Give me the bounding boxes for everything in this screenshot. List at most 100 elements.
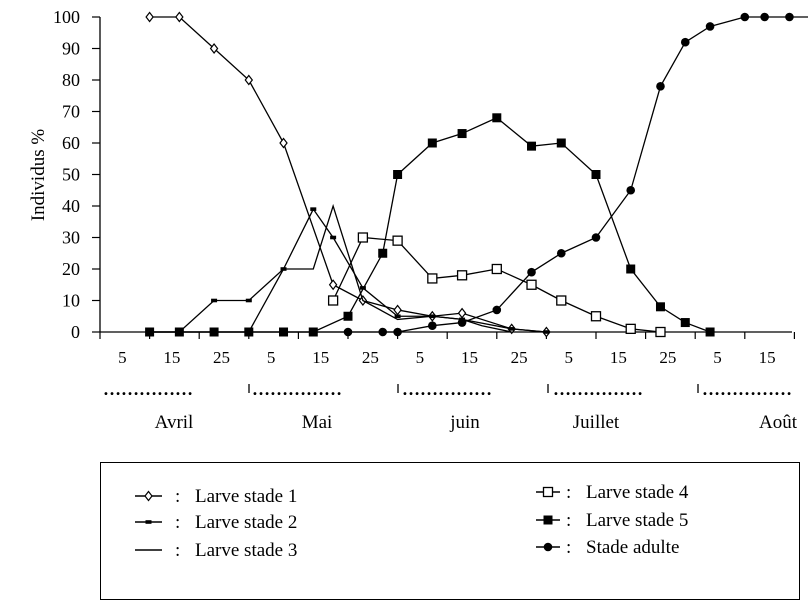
data-point	[590, 311, 602, 322]
month-separator: ……………	[103, 379, 193, 399]
axes	[99, 17, 792, 333]
data-point	[211, 298, 218, 303]
data-point	[457, 307, 467, 319]
data-point	[175, 327, 184, 337]
data-point	[175, 11, 184, 23]
data-point	[427, 273, 438, 284]
data-point	[492, 305, 502, 315]
data-point	[625, 323, 636, 335]
data-point	[244, 327, 254, 337]
data-point	[556, 248, 566, 258]
data-point	[656, 82, 665, 91]
month-label: Août	[759, 412, 798, 433]
y-axis-label: Individus %	[28, 129, 49, 222]
data-point	[145, 11, 154, 23]
month-label: Avril	[155, 412, 194, 433]
data-point	[591, 170, 601, 179]
y-tick-label: 60	[62, 133, 80, 153]
data-point	[393, 304, 402, 316]
y-tick-label: 80	[62, 70, 80, 90]
x-tick-label: 15	[610, 348, 627, 367]
x-tick-label: 25	[213, 348, 230, 367]
month-labels: …………… …………… …………… …………… …………… Avril Mai juin Jui…	[103, 379, 798, 433]
data-point	[392, 235, 403, 246]
data-point	[526, 279, 537, 290]
y-ticks: 0 10 20 30 40 50 60 70 80 90 100	[53, 7, 100, 342]
series-lines	[145, 11, 808, 338]
data-point	[378, 248, 388, 258]
y-tick-label: 20	[62, 259, 80, 279]
data-point	[359, 286, 366, 290]
data-point	[556, 138, 566, 148]
data-point	[209, 327, 219, 337]
data-point	[492, 113, 502, 123]
x-tick-label: 15	[461, 348, 478, 367]
series-5	[145, 113, 715, 337]
data-point	[308, 327, 318, 337]
data-point	[457, 318, 467, 327]
data-point	[279, 137, 288, 149]
month-label: Mai	[302, 412, 333, 433]
data-point	[556, 295, 567, 306]
month-label: Juillet	[573, 412, 620, 433]
month-separator: ……………	[553, 379, 643, 399]
y-tick-label: 0	[71, 322, 80, 342]
x-tick-label: 5	[713, 348, 722, 367]
data-point	[393, 327, 402, 337]
x-ticks: 5 15 25 5 15 25 5 15 25 5 15 25 5 15	[99, 332, 796, 367]
y-tick-label: 40	[62, 196, 80, 216]
legend	[100, 462, 800, 600]
data-point	[310, 207, 317, 211]
data-point	[491, 263, 502, 275]
data-point	[705, 22, 715, 31]
y-tick-label: 50	[62, 165, 80, 185]
data-point	[785, 12, 794, 22]
data-point	[427, 138, 437, 148]
data-point	[456, 270, 468, 281]
data-point	[330, 235, 337, 240]
x-tick-label: 25	[362, 348, 379, 367]
series-line	[149, 16, 547, 333]
data-point	[357, 232, 369, 243]
data-point	[591, 233, 601, 242]
y-tick-label: 70	[62, 102, 80, 122]
month-separator: ……………	[702, 379, 792, 399]
series-4	[327, 232, 666, 338]
data-point	[279, 327, 288, 337]
data-point	[245, 298, 252, 303]
series-1	[145, 11, 551, 338]
y-tick-label: 90	[62, 39, 80, 59]
month-separator: ……………	[252, 379, 342, 399]
x-tick-label: 15	[759, 348, 776, 367]
data-point	[393, 170, 403, 179]
month-label: juin	[449, 412, 480, 433]
data-point	[428, 321, 437, 331]
x-tick-label: 15	[163, 348, 180, 367]
x-tick-label: 25	[511, 348, 528, 367]
data-point	[343, 311, 353, 321]
data-point	[508, 327, 515, 331]
x-tick-label: 5	[118, 348, 127, 367]
data-point	[343, 327, 353, 337]
x-tick-label: 25	[659, 348, 676, 367]
y-tick-label: 100	[53, 7, 80, 27]
data-point	[527, 267, 536, 277]
x-tick-label: 5	[416, 348, 425, 367]
data-point	[655, 326, 666, 338]
data-point	[680, 318, 690, 328]
data-point	[680, 37, 690, 47]
data-point	[209, 43, 219, 54]
data-point	[705, 327, 715, 337]
y-tick-label: 30	[62, 228, 80, 248]
data-point	[457, 129, 467, 139]
data-point	[327, 295, 339, 306]
data-point	[760, 12, 769, 22]
data-point	[655, 302, 665, 312]
data-point	[378, 327, 388, 337]
x-tick-label: 15	[312, 348, 329, 367]
data-point	[543, 330, 550, 334]
data-point	[328, 279, 338, 291]
y-tick-label: 10	[62, 291, 80, 311]
